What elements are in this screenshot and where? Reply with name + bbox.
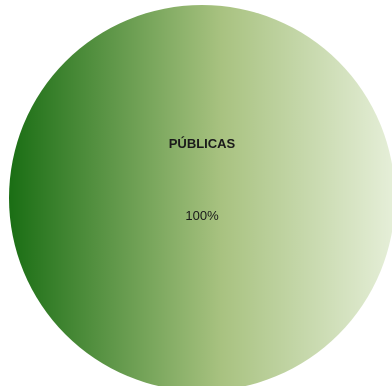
pie-slices (9, 5, 392, 386)
pie-slice-públicas (9, 5, 392, 386)
slice-data-label: 100% (185, 208, 219, 223)
pie-labels: PÚBLICAS 100% (169, 136, 236, 223)
slice-category-label: PÚBLICAS (169, 136, 236, 151)
